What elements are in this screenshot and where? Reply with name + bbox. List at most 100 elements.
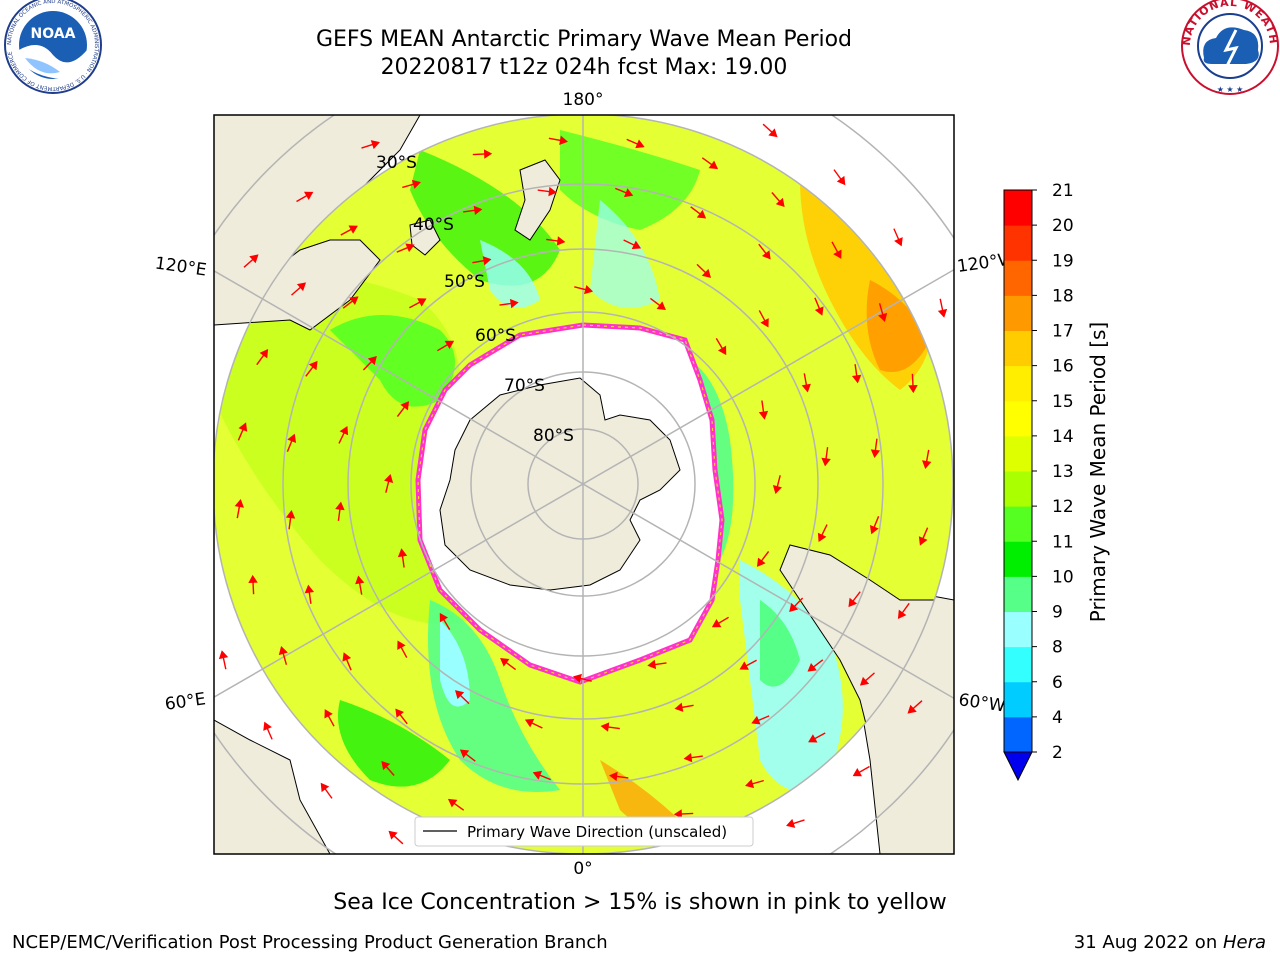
lon-label-60e: 60°E <box>164 689 207 714</box>
wave-arrow-head <box>355 575 365 585</box>
colorbar: 2 4 6 8 9 10 11 12 13 14 15 16 17 18 19 20 21 <box>1003 181 1074 782</box>
wave-arrow-head <box>524 718 535 728</box>
wave-arrow-head <box>745 779 755 789</box>
wave-arrow-head <box>869 524 879 535</box>
wave-arrow-head <box>500 657 510 667</box>
wave-arrow-head <box>808 734 818 743</box>
wave-arrow-head <box>821 457 831 467</box>
colorbar-label: Primary Wave Mean Period [s] <box>1086 322 1110 623</box>
tasmania-land <box>409 219 441 256</box>
wave-arrow-head <box>339 425 349 436</box>
colorbar-tick-label: 15 <box>1052 392 1074 412</box>
wave-arrow-head <box>367 356 377 366</box>
chart-title: GEFS MEAN Antarctic Primary Wave Mean Pe… <box>315 27 853 52</box>
wave-arrow-head <box>259 348 269 359</box>
wave-arrow-head <box>711 619 722 628</box>
wave-arrow-head <box>303 191 314 201</box>
colorbar-tick-label: 8 <box>1052 638 1063 658</box>
colorbar-segment <box>1004 611 1032 648</box>
wave-arrow-head <box>285 510 296 519</box>
map-legend: Primary Wave Direction (unscaled) <box>414 816 754 847</box>
wave-arrow-head <box>335 501 345 511</box>
lat-label-50s: 50°S <box>444 272 485 292</box>
wave-arrow-head <box>572 673 582 683</box>
wave-arrow-head <box>696 209 707 219</box>
wave-arrow-head <box>320 782 330 793</box>
noaa-logo: NOAA NATIONAL OCEANIC AND ATMOSPHERIC AD… <box>4 0 102 94</box>
wave-arrow-head <box>348 225 358 234</box>
lat-label-70s: 70°S <box>504 376 545 396</box>
wave-arrow-head <box>859 676 870 686</box>
colorbar-tick-label: 2 <box>1052 743 1063 763</box>
wave-arrow-head <box>388 830 398 840</box>
colorbar-segment <box>1004 225 1032 261</box>
wave-arrow-head <box>789 602 799 612</box>
colorbar-segment <box>1004 330 1032 367</box>
wave-arrow-head <box>548 186 557 197</box>
wave-arrow-head <box>509 298 519 309</box>
antarctica-land <box>439 377 681 591</box>
lon-label-180: 180° <box>563 90 604 110</box>
wave-arrow-head <box>447 798 458 808</box>
wave-arrow-head <box>760 318 769 328</box>
colorbar-segment <box>1004 190 1032 226</box>
wave-arrow-head <box>922 460 932 469</box>
wave-arrow-head <box>287 433 297 444</box>
wave-arrow-head <box>218 650 229 660</box>
colorbar-segment <box>1004 646 1032 683</box>
wave-arrow-head <box>459 749 470 759</box>
chart-subtitle: 20220817 t12z 024h fcst Max: 19.00 <box>380 55 788 80</box>
colorbar-tick-label: 10 <box>1052 567 1074 587</box>
wave-arrow-head <box>772 485 782 495</box>
lon-label-60w: 60°W <box>957 690 1006 716</box>
wave-arrow-head <box>937 308 948 318</box>
wave-arrow-head <box>483 149 493 159</box>
wave-arrow-head <box>296 282 307 292</box>
wave-arrow-head <box>708 160 719 170</box>
wave-arrow-head <box>263 721 272 731</box>
wave-arrow-head <box>656 301 666 311</box>
wave-arrow-head <box>395 708 404 718</box>
wave-arrow-head <box>807 663 817 672</box>
wave-arrow-head <box>532 770 543 780</box>
wave-arrow-head <box>584 285 594 295</box>
wave-arrow-head <box>851 374 862 384</box>
wave-arrow-head <box>349 296 359 305</box>
svg-text:★ ★ ★: ★ ★ ★ <box>1217 85 1244 94</box>
colorbar-tick-label: 12 <box>1052 497 1074 517</box>
lat-label-60s: 60°S <box>475 326 516 346</box>
wave-arrow-head <box>878 312 888 322</box>
lat-label-40s: 40°S <box>413 215 454 235</box>
wave-arrow-head <box>370 140 380 150</box>
wave-arrow-head <box>907 704 917 714</box>
wave-arrow-head <box>674 702 684 712</box>
wave-arrow-head <box>400 401 410 411</box>
wave-arrow-head <box>848 597 858 608</box>
wave-arrow-head <box>278 646 288 656</box>
wave-arrow-head <box>756 557 766 567</box>
wave-arrow-head <box>238 422 248 432</box>
run-machine: Hera <box>1222 932 1266 953</box>
wave-arrow-head <box>836 175 846 186</box>
wave-arrow-head <box>234 499 244 508</box>
wave-arrow-head <box>439 612 448 623</box>
wave-arrow-head <box>786 818 796 828</box>
wave-arrow-head <box>417 298 427 307</box>
wave-arrow-head <box>559 135 568 145</box>
wave-arrow-head <box>852 767 863 777</box>
lon-label-0: 0° <box>573 859 592 879</box>
wave-arrow-head <box>635 139 645 149</box>
colorbar-tick-label: 18 <box>1052 286 1074 306</box>
wave-arrow-head <box>397 548 408 558</box>
wave-arrow-head <box>768 128 778 138</box>
noaa-logo-text: NOAA <box>31 26 76 42</box>
map-area <box>214 115 954 854</box>
colorbar-tick-label: 19 <box>1052 251 1074 271</box>
run-date: 31 Aug 2022 on Hera <box>1074 932 1266 953</box>
credit-text: NCEP/EMC/Verification Post Processing Pr… <box>12 932 608 953</box>
colorbar-segment <box>1004 400 1032 437</box>
colorbar-segment <box>1004 576 1032 612</box>
wave-arrow-head <box>817 532 827 543</box>
colorbar-tick-label: 17 <box>1052 322 1074 342</box>
